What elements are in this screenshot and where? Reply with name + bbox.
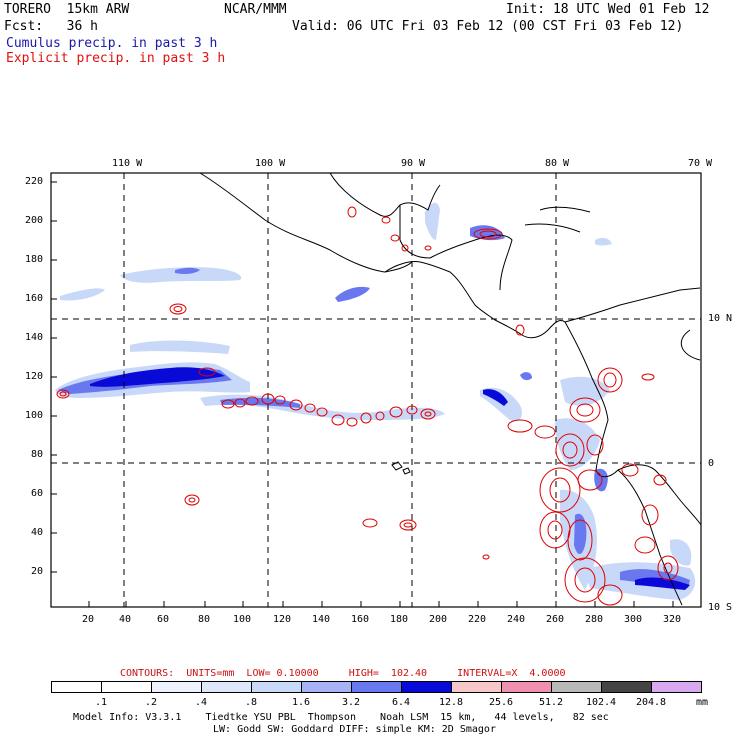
colorbar-label: .4 bbox=[194, 697, 208, 708]
x-tick-label: 240 bbox=[507, 614, 526, 625]
y-tick-label: 40 bbox=[31, 527, 44, 538]
y-tick-label: 100 bbox=[25, 410, 44, 421]
y-tick-label: 120 bbox=[25, 371, 44, 382]
y-tick-label: 20 bbox=[31, 566, 44, 577]
x-tick-label: 140 bbox=[312, 614, 331, 625]
axis-ticks bbox=[51, 181, 674, 607]
lon-label-90w: 90 W bbox=[401, 158, 426, 169]
colorbar-swatch bbox=[151, 681, 202, 693]
x-tick-label: 300 bbox=[624, 614, 643, 625]
colorbar-swatch bbox=[451, 681, 502, 693]
y-tick-label: 80 bbox=[31, 449, 44, 460]
lon-label-110w: 110 W bbox=[112, 158, 143, 169]
colorbar-label: 204.8 bbox=[635, 697, 667, 708]
colorbar-swatch bbox=[551, 681, 602, 693]
colorbar-label: .2 bbox=[144, 697, 158, 708]
y-tick-label: 60 bbox=[31, 488, 44, 499]
latlon-grid bbox=[51, 173, 701, 607]
x-tick-label: 60 bbox=[157, 614, 170, 625]
physics-info: LW: Godd SW: Goddard DIFF: simple KM: 2D… bbox=[213, 724, 496, 735]
x-tick-label: 120 bbox=[273, 614, 292, 625]
x-tick-label: 260 bbox=[546, 614, 565, 625]
colorbar-label: 25.6 bbox=[488, 697, 514, 708]
colorbar-label: 12.8 bbox=[438, 697, 464, 708]
colorbar-swatch bbox=[501, 681, 552, 693]
explicit-precip-contours bbox=[56, 206, 679, 606]
colorbar-label: 1.6 bbox=[291, 697, 311, 708]
colorbar-unit: mm bbox=[696, 697, 709, 708]
x-tick-label: 320 bbox=[663, 614, 682, 625]
colorbar-swatch bbox=[401, 681, 452, 693]
colorbar-swatch bbox=[301, 681, 352, 693]
model-name: TORERO 15km ARW bbox=[4, 2, 130, 17]
x-tick-label: 100 bbox=[233, 614, 252, 625]
colorbar-label: .1 bbox=[94, 697, 108, 708]
valid-time: Valid: 06 UTC Fri 03 Feb 12 (00 CST Fri … bbox=[292, 19, 684, 34]
colorbar-swatch bbox=[601, 681, 652, 693]
org-label: NCAR/MMM bbox=[224, 2, 287, 17]
x-tick-label: 80 bbox=[198, 614, 211, 625]
y-tick-label: 220 bbox=[25, 176, 44, 187]
y-tick-label: 160 bbox=[25, 293, 44, 304]
lon-label-70w: 70 W bbox=[688, 158, 713, 169]
lon-label-100w: 100 W bbox=[255, 158, 286, 169]
explicit-field-title: Explicit precip. in past 3 h bbox=[6, 51, 226, 66]
colorbar-swatch bbox=[101, 681, 152, 693]
x-tick-label: 180 bbox=[390, 614, 409, 625]
colorbar-swatch bbox=[201, 681, 252, 693]
lat-label-10s: 10 S bbox=[708, 602, 733, 613]
cumulus-precip-shading bbox=[55, 202, 696, 600]
colorbar-label: 3.2 bbox=[341, 697, 361, 708]
colorbar-label: 102.4 bbox=[585, 697, 617, 708]
x-tick-label: 40 bbox=[119, 614, 132, 625]
colorbar-label: 6.4 bbox=[391, 697, 411, 708]
x-tick-label: 220 bbox=[468, 614, 487, 625]
colorbar-label: .8 bbox=[244, 697, 258, 708]
x-tick-label: 280 bbox=[585, 614, 604, 625]
init-time: Init: 18 UTC Wed 01 Feb 12 bbox=[506, 2, 710, 17]
contour-info: CONTOURS: UNITS=mm LOW= 0.10000 HIGH= 10… bbox=[120, 668, 566, 679]
forecast-hour: Fcst: 36 h bbox=[4, 19, 98, 34]
colorbar-label: 51.2 bbox=[538, 697, 564, 708]
colorbar-swatch bbox=[251, 681, 302, 693]
colorbar-swatch bbox=[51, 681, 102, 693]
x-tick-label: 160 bbox=[351, 614, 370, 625]
colorbar-swatch bbox=[651, 681, 702, 693]
model-info: Model Info: V3.3.1 Tiedtke YSU PBL Thomp… bbox=[73, 712, 609, 723]
lon-label-80w: 80 W bbox=[545, 158, 570, 169]
coastlines bbox=[199, 172, 702, 606]
x-tick-label: 200 bbox=[429, 614, 448, 625]
y-tick-label: 200 bbox=[25, 215, 44, 226]
y-tick-label: 180 bbox=[25, 254, 44, 265]
y-tick-label: 140 bbox=[25, 332, 44, 343]
cumulus-field-title: Cumulus precip. in past 3 h bbox=[6, 36, 218, 51]
map-frame bbox=[50, 172, 702, 608]
lat-label-0: 0 bbox=[708, 458, 715, 469]
lat-label-10n: 10 N bbox=[708, 313, 733, 324]
x-tick-label: 20 bbox=[82, 614, 95, 625]
colorbar-swatch bbox=[351, 681, 402, 693]
